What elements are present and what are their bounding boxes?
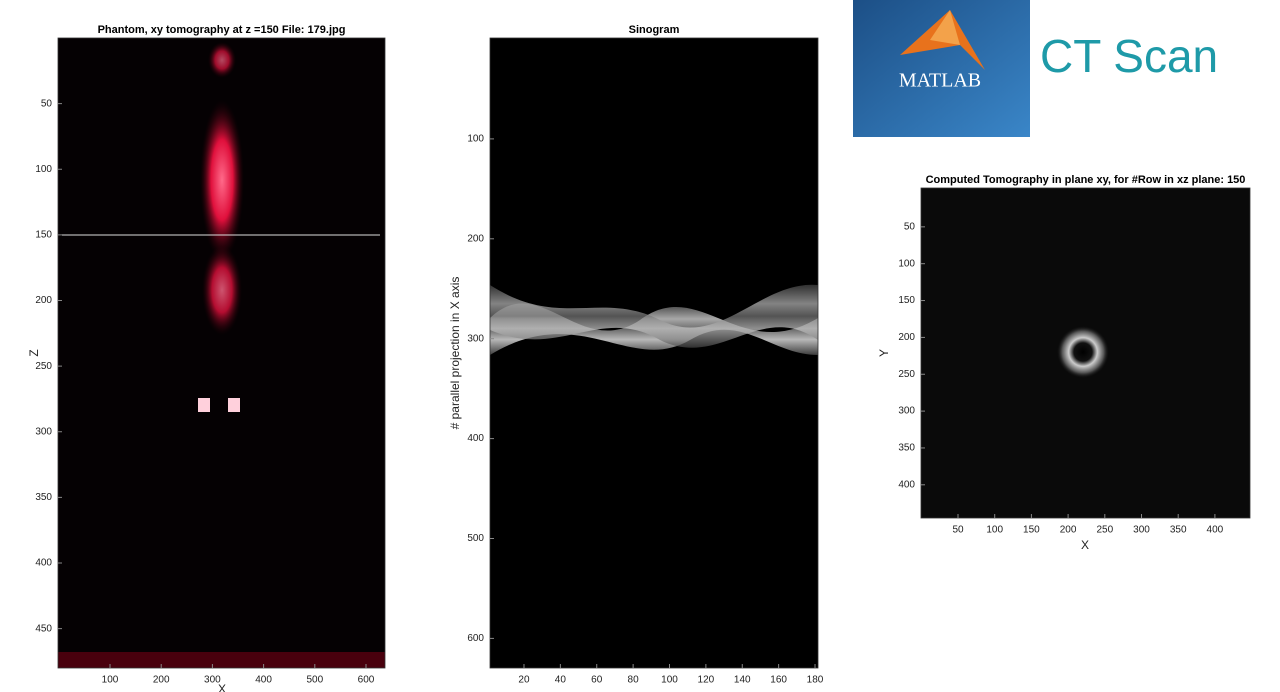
x-tick-label: 60 — [591, 675, 603, 686]
y-tick-label: 500 — [467, 533, 484, 544]
y-axis-label: # parallel projection in X axis — [448, 277, 462, 430]
y-tick-label: 350 — [35, 492, 52, 503]
y-tick-label: 250 — [35, 361, 52, 372]
x-tick-label: 600 — [358, 675, 375, 686]
x-axis-label: X — [1081, 538, 1089, 552]
panel-title: Computed Tomography in plane xy, for #Ro… — [926, 174, 1246, 186]
logo-text: MATLAB — [899, 70, 981, 92]
y-tick-label: 200 — [35, 295, 52, 306]
y-tick-label: 150 — [35, 230, 52, 241]
y-tick-label: 100 — [467, 134, 484, 145]
y-tick-label: 300 — [35, 426, 52, 437]
x-tick-label: 300 — [1133, 525, 1150, 536]
x-axis-label: X — [218, 682, 226, 692]
matlab-logo: MATLAB — [853, 0, 1030, 137]
heading: CT Scan — [1040, 30, 1218, 82]
y-tick-label: 250 — [898, 369, 915, 380]
axes-box — [489, 37, 819, 669]
sinogram-image — [490, 38, 818, 668]
x-tick-label: 80 — [628, 675, 640, 686]
x-tick-label: 100 — [102, 675, 119, 686]
y-axis-label: Z — [27, 349, 41, 356]
x-tick-label: 50 — [952, 525, 964, 536]
y-tick-label: 200 — [898, 332, 915, 343]
y-tick-label: 400 — [35, 558, 52, 569]
y-tick-label: 300 — [898, 406, 915, 417]
y-tick-label: 400 — [467, 433, 484, 444]
axes-box — [920, 187, 1251, 519]
x-tick-label: 200 — [153, 675, 170, 686]
x-tick-label: 400 — [1207, 525, 1224, 536]
x-tick-label: 180 — [807, 675, 824, 686]
x-tick-label: 40 — [555, 675, 567, 686]
y-tick-label: 100 — [898, 258, 915, 269]
phantom-image — [58, 38, 385, 668]
x-tick-label: 300 — [204, 675, 221, 686]
y-tick-label: 50 — [904, 221, 916, 232]
y-tick-label: 450 — [35, 623, 52, 634]
x-tick-label: 250 — [1096, 525, 1113, 536]
y-tick-label: 350 — [898, 443, 915, 454]
x-tick-label: 120 — [698, 675, 715, 686]
x-tick-label: 200 — [1060, 525, 1077, 536]
x-tick-label: 160 — [770, 675, 787, 686]
y-tick-label: 50 — [41, 98, 53, 109]
panel-title: Phantom, xy tomography at z =150 File: 1… — [98, 24, 346, 36]
axes-box — [57, 37, 386, 669]
y-tick-label: 150 — [898, 295, 915, 306]
x-tick-label: 400 — [255, 675, 272, 686]
tomography-image — [921, 188, 1250, 518]
y-tick-label: 100 — [35, 164, 52, 175]
y-tick-label: 600 — [467, 633, 484, 644]
x-tick-label: 350 — [1170, 525, 1187, 536]
y-tick-label: 300 — [467, 333, 484, 344]
x-tick-label: 500 — [306, 675, 323, 686]
x-tick-label: 20 — [518, 675, 530, 686]
y-tick-label: 200 — [467, 233, 484, 244]
panel-title: Sinogram — [629, 24, 680, 36]
x-tick-label: 100 — [986, 525, 1003, 536]
x-tick-label: 100 — [661, 675, 678, 686]
y-axis-label: Y — [877, 349, 891, 357]
x-tick-label: 150 — [1023, 525, 1040, 536]
y-tick-label: 400 — [898, 479, 915, 490]
x-tick-label: 140 — [734, 675, 751, 686]
